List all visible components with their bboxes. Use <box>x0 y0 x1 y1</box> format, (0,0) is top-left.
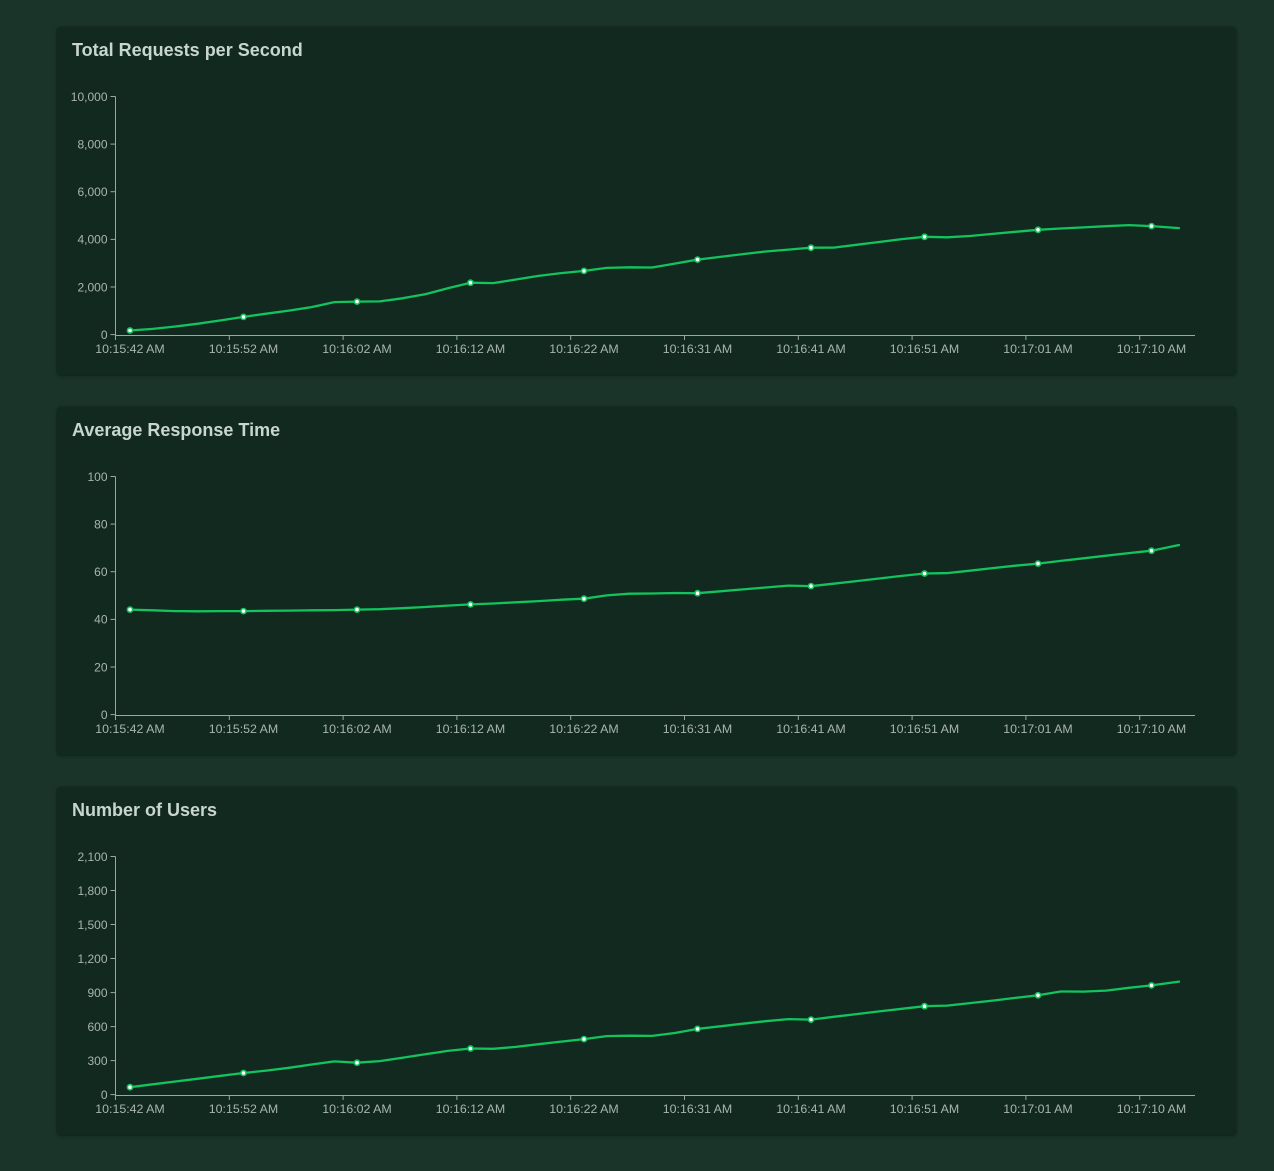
svg-text:10:15:42 AM: 10:15:42 AM <box>95 1102 165 1116</box>
svg-text:1,200: 1,200 <box>77 952 107 966</box>
svg-text:10:17:10 AM: 10:17:10 AM <box>1117 342 1187 356</box>
svg-text:10:16:31 AM: 10:16:31 AM <box>663 722 733 736</box>
svg-text:1,800: 1,800 <box>77 884 107 898</box>
svg-text:8,000: 8,000 <box>77 137 107 151</box>
svg-text:10:15:42 AM: 10:15:42 AM <box>95 342 165 356</box>
svg-text:10:16:22 AM: 10:16:22 AM <box>549 722 619 736</box>
svg-text:80: 80 <box>94 517 108 531</box>
svg-text:0: 0 <box>101 1088 108 1102</box>
svg-text:10:15:52 AM: 10:15:52 AM <box>209 722 279 736</box>
svg-text:10:16:12 AM: 10:16:12 AM <box>436 342 506 356</box>
svg-text:0: 0 <box>101 708 108 722</box>
svg-text:10:16:22 AM: 10:16:22 AM <box>549 342 619 356</box>
svg-text:10:16:41 AM: 10:16:41 AM <box>776 342 846 356</box>
svg-text:40: 40 <box>94 613 108 627</box>
svg-text:10:16:31 AM: 10:16:31 AM <box>663 342 733 356</box>
svg-text:10:16:12 AM: 10:16:12 AM <box>436 1102 506 1116</box>
svg-text:10:16:02 AM: 10:16:02 AM <box>322 342 392 356</box>
svg-text:10:17:01 AM: 10:17:01 AM <box>1003 1102 1073 1116</box>
svg-text:10:16:51 AM: 10:16:51 AM <box>890 722 960 736</box>
svg-text:10:17:10 AM: 10:17:10 AM <box>1117 722 1187 736</box>
svg-text:600: 600 <box>87 1020 107 1034</box>
svg-text:10:17:10 AM: 10:17:10 AM <box>1117 1102 1187 1116</box>
svg-text:20: 20 <box>94 660 108 674</box>
svg-text:4,000: 4,000 <box>77 233 107 247</box>
svg-text:10:16:02 AM: 10:16:02 AM <box>322 1102 392 1116</box>
svg-text:2,000: 2,000 <box>77 280 107 294</box>
svg-text:10:16:31 AM: 10:16:31 AM <box>663 1102 733 1116</box>
svg-text:100: 100 <box>87 470 107 484</box>
svg-text:10:17:01 AM: 10:17:01 AM <box>1003 722 1073 736</box>
svg-text:10,000: 10,000 <box>71 90 108 104</box>
svg-text:10:16:22 AM: 10:16:22 AM <box>549 1102 619 1116</box>
svg-text:10:16:51 AM: 10:16:51 AM <box>890 342 960 356</box>
svg-text:10:16:02 AM: 10:16:02 AM <box>322 722 392 736</box>
svg-text:10:17:01 AM: 10:17:01 AM <box>1003 342 1073 356</box>
svg-text:1,500: 1,500 <box>77 918 107 932</box>
svg-text:10:16:12 AM: 10:16:12 AM <box>436 722 506 736</box>
svg-text:10:16:51 AM: 10:16:51 AM <box>890 1102 960 1116</box>
svg-text:10:15:42 AM: 10:15:42 AM <box>95 722 165 736</box>
svg-text:300: 300 <box>87 1054 107 1068</box>
svg-text:6,000: 6,000 <box>77 185 107 199</box>
svg-text:10:15:52 AM: 10:15:52 AM <box>209 1102 279 1116</box>
svg-text:10:16:41 AM: 10:16:41 AM <box>776 1102 846 1116</box>
svg-text:900: 900 <box>87 986 107 1000</box>
svg-text:10:15:52 AM: 10:15:52 AM <box>209 342 279 356</box>
svg-text:10:16:41 AM: 10:16:41 AM <box>776 722 846 736</box>
svg-text:0: 0 <box>101 328 108 342</box>
svg-text:60: 60 <box>94 565 108 579</box>
svg-text:2,100: 2,100 <box>77 850 107 864</box>
